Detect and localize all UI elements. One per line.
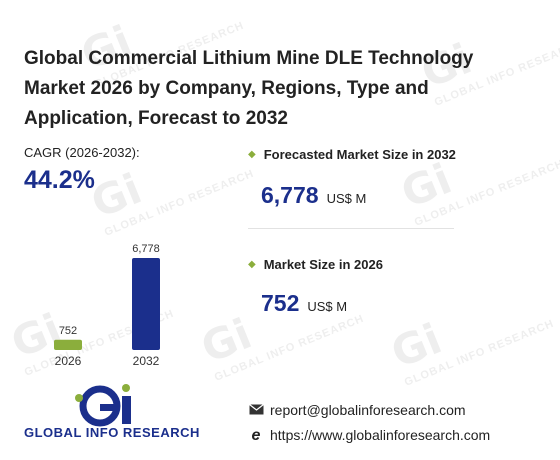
bullet-icon: ◆ [248,149,256,160]
cagr-label: CAGR (2026-2032): [24,145,140,160]
page-title: Global Commercial Lithium Mine DLE Techn… [24,48,474,129]
logo-text: GLOBAL INFO RESEARCH [24,425,200,440]
stat-unit: US$ M [307,299,348,314]
stat-value: 6,778 US$ M [261,182,367,208]
divider [248,228,454,229]
contact-email[interactable]: report@globalinforesearch.com [248,402,466,418]
stat-size-2026: ◆ Market Size in 2026 752 US$ M [248,256,383,316]
bar-2026 [54,339,82,350]
stat-forecast-2032: ◆ Forecasted Market Size in 2032 6,778 US$… [248,146,456,208]
contact-website[interactable]: e https://www.globalinforesearch.com [248,427,491,445]
cagr-value: 44.2% [24,166,95,194]
envelope-icon [248,402,264,418]
x-tick-label-2026: 2026 [55,354,82,368]
website-link[interactable]: https://www.globalinforesearch.com [270,427,491,443]
bar-2032 [132,258,160,350]
data-label-2032: 6,778 [132,243,160,255]
stat-unit: US$ M [326,191,367,206]
globe-e-icon: e [251,427,261,444]
stat-label: Market Size in 2026 [263,257,383,272]
x-tick-label-2032: 2032 [133,354,160,368]
stat-value: 752 US$ M [261,290,348,316]
stat-label: Forecasted Market Size in 2032 [263,147,456,162]
data-label-2026: 752 [59,325,77,337]
email-link[interactable]: report@globalinforesearch.com [270,402,466,418]
bullet-icon: ◆ [248,259,256,270]
company-logo [75,384,131,427]
